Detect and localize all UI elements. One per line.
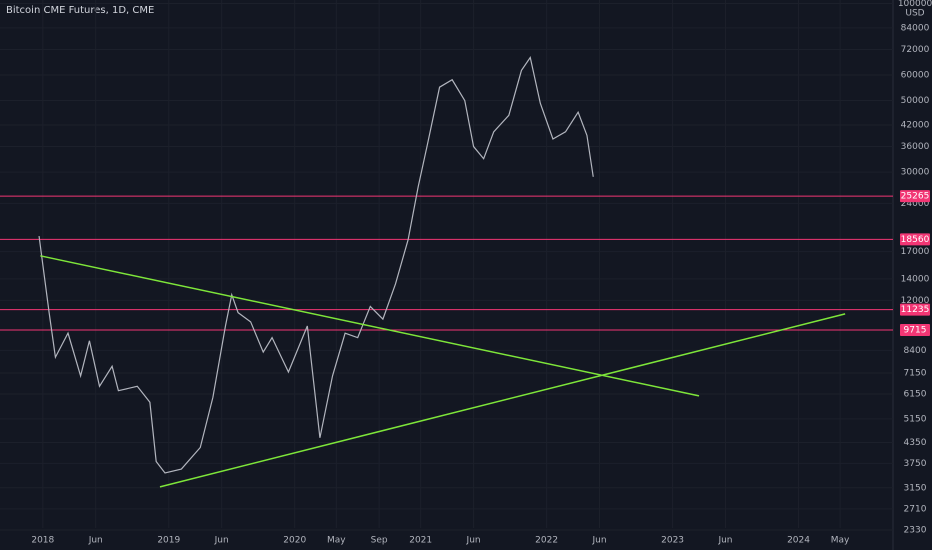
level-label-box — [900, 190, 930, 203]
y-tick-label: 36000 — [901, 142, 930, 152]
y-tick-label: 72000 — [901, 45, 930, 55]
x-tick-label: 2023 — [661, 536, 684, 546]
y-tick-label: 4350 — [904, 438, 927, 448]
y-tick-label: 5150 — [904, 414, 927, 424]
level-label-box — [900, 324, 930, 337]
y-tick-label: 30000 — [901, 168, 930, 178]
x-tick-label: May — [831, 536, 850, 546]
y-tick-label: 24000 — [901, 199, 930, 209]
x-tick-label: 2020 — [283, 536, 306, 546]
trend-line — [159, 313, 846, 488]
y-tick-label: 84000 — [901, 23, 930, 33]
y-tick-label: 8400 — [904, 346, 927, 356]
price-line — [38, 55, 594, 474]
level-label-box — [900, 303, 930, 316]
y-unit: USD — [905, 9, 924, 19]
y-tick-label: 42000 — [901, 120, 930, 130]
x-tick-label: 2024 — [787, 536, 810, 546]
y-tick-label: 6150 — [904, 390, 927, 400]
x-tick-label: 2018 — [31, 536, 54, 546]
y-tick-label: 2330 — [904, 526, 927, 536]
level-label: 18560 — [901, 235, 930, 245]
y-tick-label: 3750 — [904, 459, 927, 469]
x-tick-label: May — [327, 536, 346, 546]
y-tick-label: 12000 — [901, 296, 930, 306]
x-tick-label: Jun — [88, 536, 103, 546]
x-tick-label: Jun — [466, 536, 481, 546]
y-tick-label: 60000 — [901, 71, 930, 81]
x-tick-label: 2022 — [535, 536, 558, 546]
level-label: 9715 — [904, 326, 927, 336]
trend-line — [40, 255, 700, 397]
y-tick-label: 100000 — [898, 0, 932, 9]
level-label: 11235 — [901, 305, 930, 315]
x-tick-label: Sep — [371, 536, 388, 546]
y-tick-label: 2710 — [904, 504, 927, 514]
y-tick-label: 50000 — [901, 96, 930, 106]
y-tick-label: 14000 — [901, 274, 930, 284]
x-tick-label: 2019 — [157, 536, 180, 546]
y-tick-label: 3150 — [904, 483, 927, 493]
x-tick-label: Jun — [214, 536, 229, 546]
x-tick-label: Jun — [592, 536, 607, 546]
x-tick-label: Jun — [717, 536, 732, 546]
chart-title: Bitcoin CME Futures, 1D, CME — [6, 5, 154, 16]
level-label-box — [900, 233, 930, 246]
x-tick-label: 2021 — [409, 536, 432, 546]
level-label: 25265 — [901, 192, 930, 202]
y-tick-label: 7150 — [904, 368, 927, 378]
y-tick-label: 17000 — [901, 247, 930, 257]
